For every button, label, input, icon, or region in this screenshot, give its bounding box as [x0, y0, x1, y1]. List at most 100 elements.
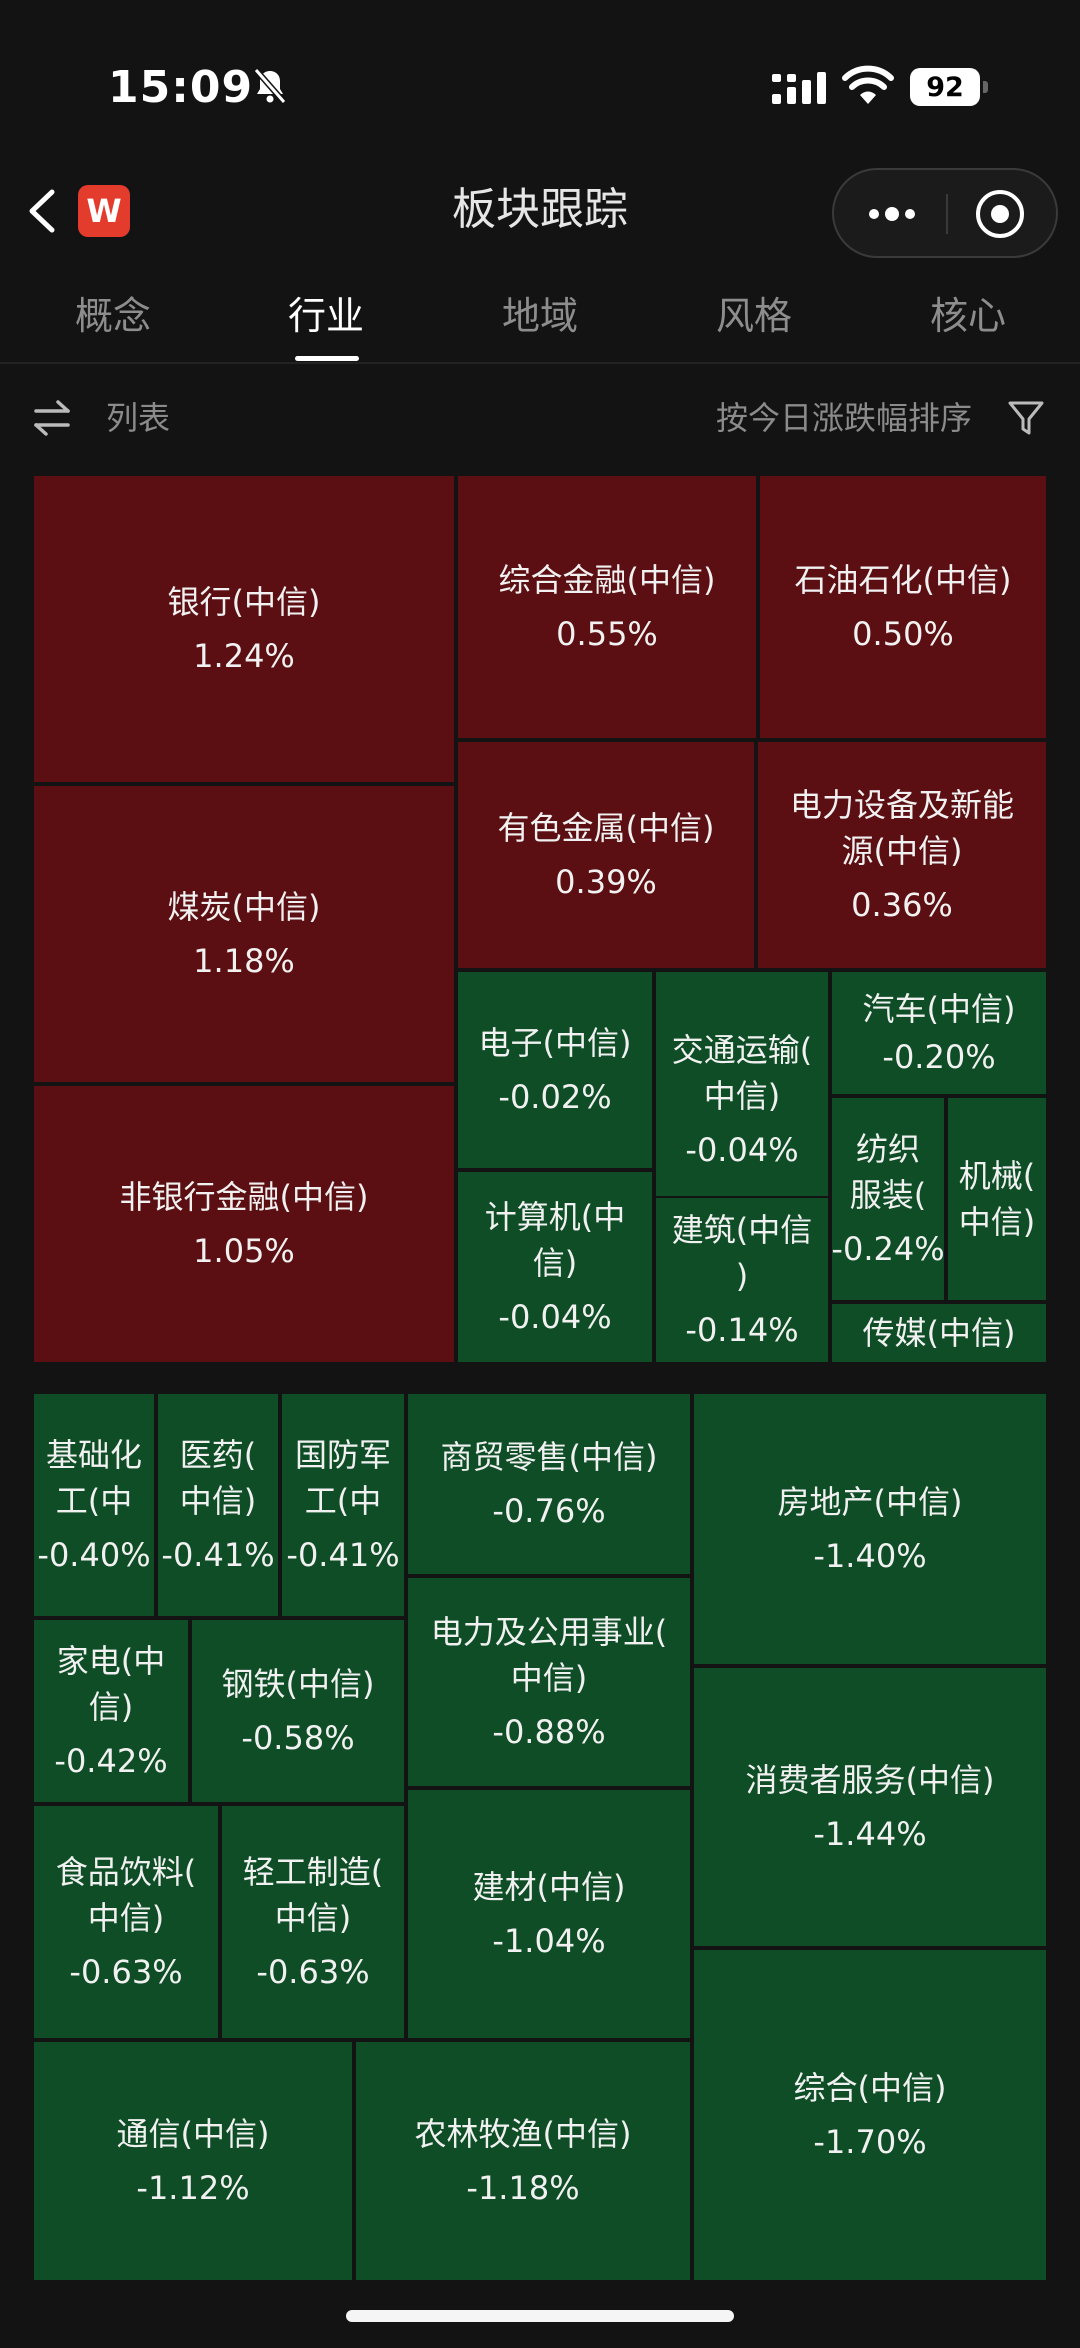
- sector-tile[interactable]: 电子(中信) -0.02%: [456, 970, 654, 1170]
- sector-tile[interactable]: 钢铁(中信) -0.58%: [190, 1618, 406, 1804]
- sector-name: 建材(中信): [472, 1868, 626, 1906]
- sector-tile[interactable]: 有色金属(中信) 0.39%: [456, 740, 756, 970]
- sector-change: -1.70%: [813, 2123, 927, 2161]
- sector-change: -1.04%: [492, 1922, 606, 1960]
- active-tab-indicator: [295, 356, 359, 361]
- bell-muted-icon: [253, 68, 287, 104]
- mini-program-capsule: [832, 168, 1058, 258]
- sector-name: 综合金融(中信): [498, 561, 716, 599]
- sector-name: 电力及公用事业( 中信): [430, 1613, 668, 1697]
- sector-name: 交通运输( 中信): [671, 1031, 813, 1115]
- battery-indicator: 92: [910, 68, 988, 106]
- sector-tile[interactable]: 电力设备及新能 源(中信) 0.36%: [756, 740, 1048, 970]
- sector-name: 汽车(中信): [862, 990, 1016, 1028]
- sector-change: -0.76%: [492, 1492, 606, 1530]
- sector-name: 医药( 中信): [179, 1436, 257, 1520]
- sector-tile[interactable]: 通信(中信) -1.12%: [32, 2040, 354, 2282]
- sector-tile[interactable]: 汽车(中信) -0.20%: [830, 970, 1048, 1096]
- sector-tile[interactable]: 煤炭(中信) 1.18%: [32, 784, 456, 1084]
- sector-tile[interactable]: 交通运输( 中信) -0.04%: [654, 970, 830, 1230]
- page-title: 板块跟踪: [452, 184, 628, 235]
- tab-region[interactable]: 地域: [501, 294, 578, 338]
- sector-change: 1.24%: [193, 637, 295, 675]
- sector-name: 有色金属(中信): [497, 809, 715, 847]
- sector-name: 非银行金融(中信): [119, 1178, 369, 1216]
- sector-change: -0.63%: [69, 1953, 183, 1991]
- sector-tile[interactable]: 综合(中信) -1.70%: [692, 1948, 1048, 2282]
- sector-tile[interactable]: 消费者服务(中信) -1.44%: [692, 1666, 1048, 1948]
- capsule-divider: [946, 194, 948, 234]
- sector-change: 0.39%: [555, 863, 657, 901]
- sector-name: 房地产(中信): [777, 1483, 963, 1521]
- sector-name: 消费者服务(中信): [745, 1761, 995, 1799]
- sector-tile[interactable]: 综合金融(中信) 0.55%: [456, 474, 758, 740]
- sector-name: 通信(中信): [116, 2115, 270, 2153]
- home-indicator[interactable]: [346, 2310, 734, 2322]
- list-view-toggle[interactable]: 列表: [106, 399, 171, 437]
- sort-selector[interactable]: 按今日涨跌幅排序: [715, 399, 972, 437]
- sector-tile[interactable]: 基础化 工(中 -0.40%: [32, 1392, 156, 1618]
- sector-name: 综合(中信): [793, 2069, 947, 2107]
- sector-name: 钢铁(中信): [221, 1665, 375, 1703]
- sector-name: 家电(中 信): [56, 1642, 166, 1726]
- sector-change: -1.18%: [466, 2169, 580, 2207]
- sector-change: 0.55%: [556, 615, 658, 653]
- sector-tile[interactable]: 房地产(中信) -1.40%: [692, 1392, 1048, 1666]
- sector-name: 基础化 工(中: [45, 1436, 142, 1520]
- sector-tile[interactable]: 建筑(中信 ) -0.14%: [654, 1196, 830, 1364]
- sector-name: 机械( 中信): [958, 1157, 1036, 1241]
- tab-core[interactable]: 核心: [929, 294, 1006, 338]
- sector-name: 电子(中信): [478, 1024, 632, 1062]
- tab-concept[interactable]: 概念: [74, 294, 151, 338]
- sector-change: -0.02%: [498, 1078, 612, 1116]
- sector-tile[interactable]: 建材(中信) -1.04%: [406, 1788, 692, 2040]
- tab-industry[interactable]: 行业: [287, 294, 364, 338]
- sector-name: 银行(中信): [167, 583, 321, 621]
- tabs-divider: [0, 362, 1080, 364]
- app-logo: W: [78, 185, 130, 237]
- swap-icon[interactable]: [32, 398, 72, 438]
- sector-tile[interactable]: 非银行金融(中信) 1.05%: [32, 1084, 456, 1364]
- sector-name: 建筑(中信 ): [671, 1211, 813, 1295]
- sector-change: -0.04%: [498, 1298, 612, 1336]
- sector-tile[interactable]: 农林牧渔(中信) -1.18%: [354, 2040, 692, 2282]
- sector-change: -0.14%: [685, 1311, 799, 1349]
- sector-change: 1.05%: [193, 1232, 295, 1270]
- filter-icon[interactable]: [1006, 398, 1046, 438]
- sector-change: -0.24%: [831, 1230, 945, 1268]
- tab-style[interactable]: 风格: [715, 294, 792, 338]
- sector-name: 食品饮料( 中信): [55, 1853, 197, 1937]
- sector-tile[interactable]: 传媒(中信): [830, 1302, 1048, 1364]
- status-bar: 15:09 92: [0, 0, 1080, 180]
- sector-name: 计算机(中 信): [484, 1198, 626, 1282]
- more-icon[interactable]: [860, 192, 924, 236]
- sector-change: 0.36%: [851, 886, 953, 924]
- sector-name: 煤炭(中信): [167, 888, 321, 926]
- sector-change: -0.58%: [241, 1719, 355, 1757]
- sector-tile[interactable]: 家电(中 信) -0.42%: [32, 1618, 190, 1804]
- sector-change: -0.63%: [256, 1953, 370, 1991]
- sector-tile[interactable]: 商贸零售(中信) -0.76%: [406, 1392, 692, 1576]
- sector-change: -1.40%: [813, 1537, 927, 1575]
- sector-tile[interactable]: 医药( 中信) -0.41%: [156, 1392, 280, 1618]
- sector-tile[interactable]: 银行(中信) 1.24%: [32, 474, 456, 784]
- sector-tile[interactable]: 石油石化(中信) 0.50%: [758, 474, 1048, 740]
- sector-tile[interactable]: 国防军 工(中 -0.41%: [280, 1392, 406, 1618]
- wifi-icon: [842, 65, 894, 104]
- sector-tile[interactable]: 食品饮料( 中信) -0.63%: [32, 1804, 220, 2040]
- sector-name: 纺织 服装(: [849, 1130, 927, 1214]
- sector-tile[interactable]: 计算机(中 信) -0.04%: [456, 1170, 654, 1364]
- signal-icon: [772, 72, 826, 104]
- sector-tile[interactable]: 机械( 中信): [946, 1096, 1048, 1302]
- sector-name: 商贸零售(中信): [440, 1438, 658, 1476]
- sector-tile[interactable]: 纺织 服装( -0.24%: [830, 1096, 946, 1302]
- sector-change: -0.04%: [685, 1131, 799, 1169]
- sector-change: 0.50%: [852, 615, 954, 653]
- sector-tile[interactable]: 轻工制造( 中信) -0.63%: [220, 1804, 406, 2040]
- back-chevron-icon[interactable]: [22, 186, 62, 236]
- sector-name: 轻工制造( 中信): [242, 1853, 384, 1937]
- sector-tile[interactable]: 电力及公用事业( 中信) -0.88%: [406, 1576, 692, 1788]
- close-target-icon[interactable]: [974, 188, 1026, 240]
- sector-change: -1.12%: [136, 2169, 250, 2207]
- sector-name: 国防军 工(中: [294, 1436, 391, 1520]
